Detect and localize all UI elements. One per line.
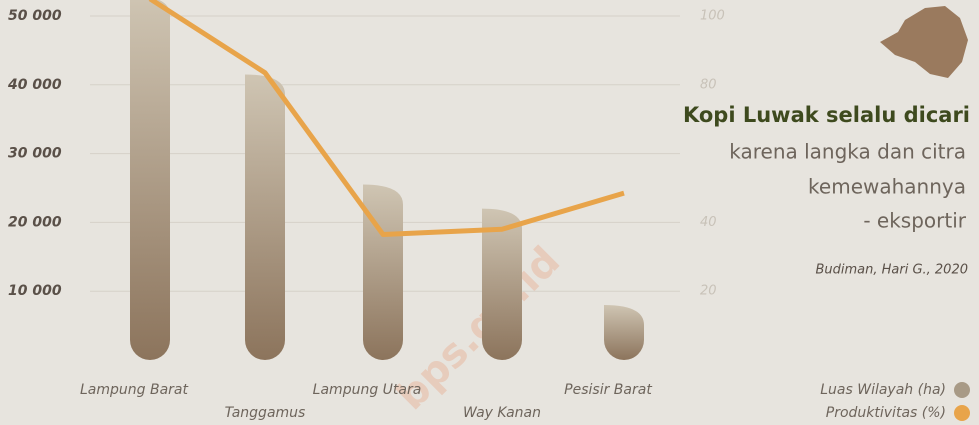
x-tick-label: Pesisir Barat — [564, 382, 652, 398]
x-tick-label: Lampung Utara — [313, 382, 422, 398]
bar — [130, 0, 170, 360]
y-tick-label: 30 000 — [8, 146, 62, 162]
x-tick-label: Lampung Barat — [80, 382, 189, 398]
y-tick-label: 20 000 — [8, 214, 62, 230]
legend-label: Luas Wilayah (ha) — [820, 382, 946, 398]
bar — [482, 208, 522, 360]
y-tick-label: 40 000 — [7, 77, 62, 93]
source: Budiman, Hari G., 2020 — [815, 263, 968, 278]
legend-label: Produktivitas (%) — [826, 405, 946, 421]
y2-tick-label: 40 — [700, 215, 717, 230]
line — [148, 0, 625, 237]
subtitle: kemewahannya — [808, 175, 966, 199]
bar — [245, 74, 285, 360]
subtitle: karena langka dan citra — [729, 140, 966, 164]
y2-tick-label: 80 — [700, 77, 717, 92]
bar — [363, 184, 403, 360]
x-tick-label: Tanggamus — [225, 405, 306, 421]
map-icon — [880, 6, 968, 78]
y-tick-label: 50 000 — [8, 8, 62, 24]
y-tick-label: 10 000 — [8, 283, 62, 299]
bar — [604, 304, 644, 360]
legend-swatch — [954, 405, 970, 421]
y2-tick-label: 100 — [700, 9, 725, 24]
chart-title: Kopi Luwak selalu dicari — [683, 103, 970, 127]
subtitle: - eksportir — [863, 209, 966, 233]
y2-tick-label: 20 — [700, 284, 717, 299]
x-tick-label: Way Kanan — [463, 405, 541, 421]
legend-swatch — [954, 382, 970, 398]
